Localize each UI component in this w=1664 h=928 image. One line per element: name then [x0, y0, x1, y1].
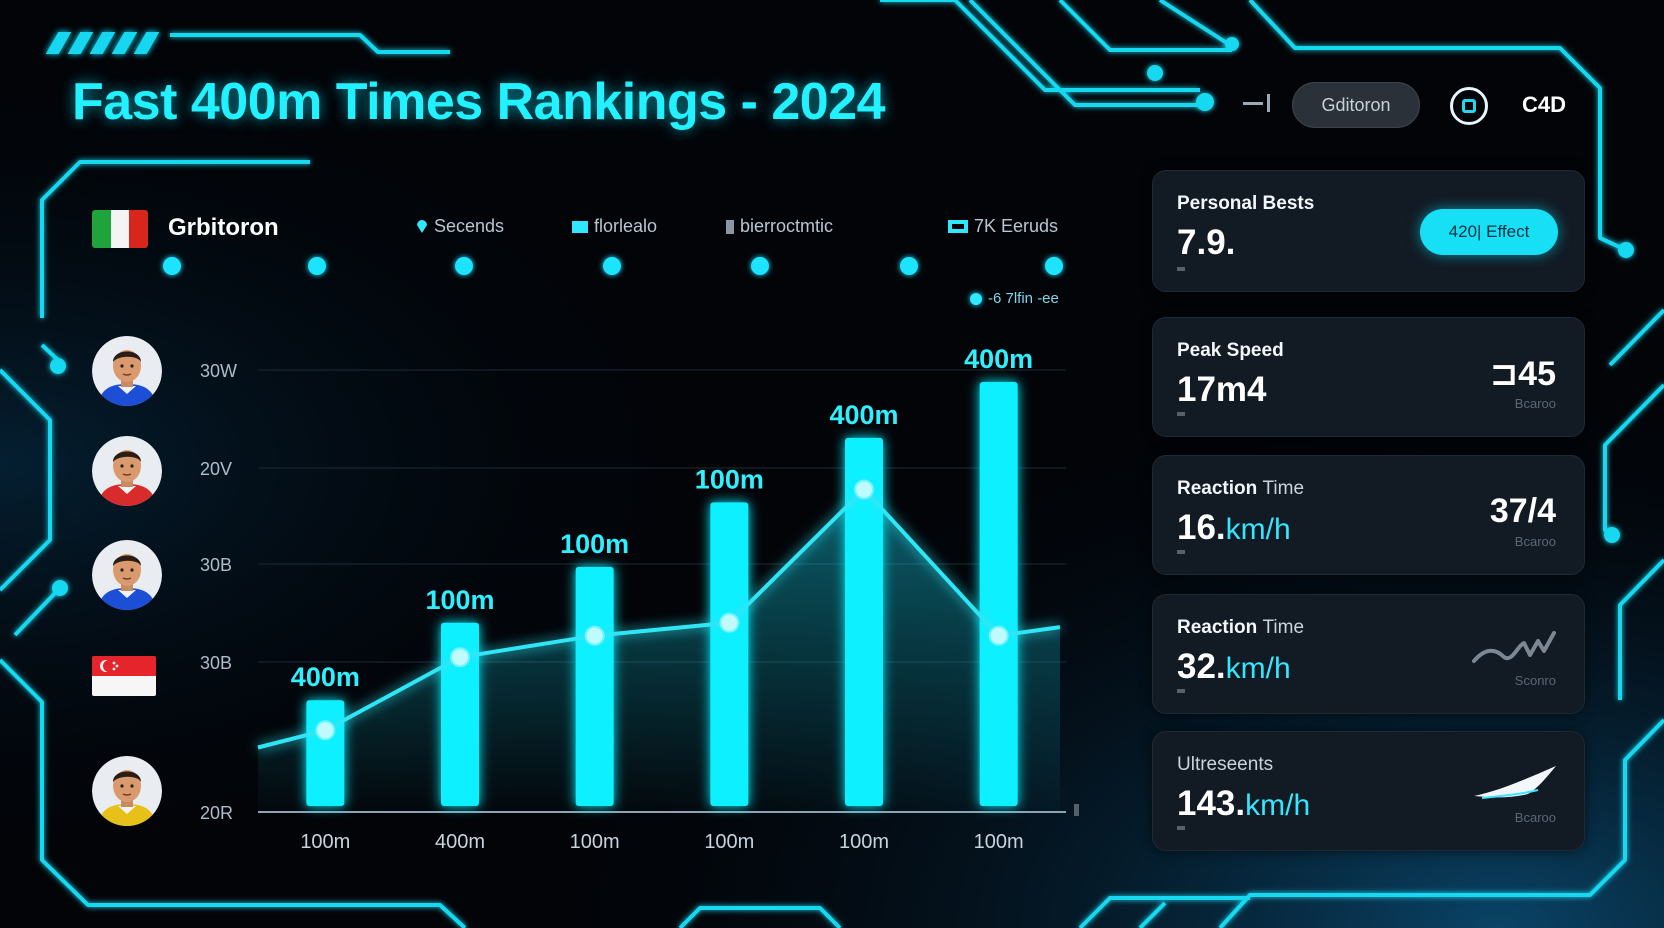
bar-label: 400m: [291, 662, 360, 692]
legend-label: florlealo: [594, 216, 658, 236]
card-reaction-time-1: Reaction Time 16.km/h 37/4 Bcaroo: [1152, 455, 1585, 575]
chart-subnote: -6 7lfin -ee: [970, 290, 1059, 307]
share-icon[interactable]: [1450, 87, 1488, 125]
page-title: Fast 400m Times Rankings - 2024: [72, 73, 886, 131]
athlete-avatar-2[interactable]: [92, 436, 162, 506]
bar-label: 100m: [425, 585, 494, 615]
card-tick: [1177, 267, 1185, 271]
legend-item-secends: Secends: [416, 216, 504, 237]
legend-label: Secends: [434, 216, 505, 236]
bar-label: 400m: [829, 400, 898, 430]
card-personal-bests: Personal Bests 7.9. 420| Effect: [1152, 170, 1585, 292]
avatar-image: [92, 756, 162, 826]
rect-icon: [948, 220, 968, 233]
italy-flag: [92, 210, 148, 248]
x-tick-label: 100m: [300, 831, 350, 853]
effect-button[interactable]: 420| Effect: [1420, 209, 1558, 255]
card-ultreseents: Ultreseents 143.km/h Bcaroo: [1152, 731, 1585, 851]
axis-end-mark: [1074, 804, 1079, 816]
x-tick-label: 400m: [435, 831, 485, 853]
line-area: [258, 489, 1060, 812]
athlete-avatar-5[interactable]: [92, 756, 162, 826]
singapore-flag: [92, 656, 156, 696]
card-caption: Sconro: [1514, 673, 1556, 688]
line-point: [719, 612, 740, 633]
bar: [710, 502, 749, 806]
bar: [979, 382, 1018, 806]
card-label: Reaction Time: [1177, 617, 1305, 638]
line-point: [988, 625, 1009, 646]
y-tick-label: 30B: [200, 653, 232, 673]
square-icon: [572, 220, 588, 233]
legend-item-bierroctmtic: bierroctmtic: [726, 216, 833, 237]
avatar-image: [92, 336, 162, 406]
bar: [575, 566, 614, 806]
bar-label: 400m: [964, 344, 1033, 374]
card-label: Reaction Time: [1177, 478, 1305, 499]
card-caption: Bcaroo: [1514, 396, 1556, 411]
avatar-image: [92, 540, 162, 610]
bar: [306, 700, 345, 806]
card-peak-speed: Peak Speed 17m4 ⊐45 Bcaroo: [1152, 317, 1585, 437]
card-value: 17m4: [1177, 370, 1267, 409]
bar: [845, 437, 883, 806]
athlete-avatar-1[interactable]: [92, 336, 162, 406]
card-tick: [1177, 826, 1185, 830]
y-tick-label: 30B: [200, 555, 232, 575]
card-caption: Bcaroo: [1514, 534, 1556, 549]
profile-pill-button[interactable]: Gditoron: [1292, 82, 1420, 128]
x-tick-label: 100m: [570, 831, 620, 853]
y-tick-label: 20V: [200, 459, 232, 479]
y-tick-label: 30W: [200, 361, 237, 381]
line-point: [315, 720, 336, 741]
bar-icon: [726, 219, 734, 234]
athlete-avatar-3[interactable]: [92, 540, 162, 610]
collapse-icon[interactable]: [1243, 92, 1271, 114]
avatar-image: [92, 436, 162, 506]
legend-label: 7K Eeruds: [974, 216, 1059, 236]
card-caption: Bcaroo: [1514, 810, 1556, 825]
bar-label: 100m: [695, 464, 764, 494]
legend-label: bierroctmtic: [740, 216, 834, 236]
chart-brand-title: Grbitoron: [168, 214, 279, 241]
card-tick: [1177, 689, 1185, 693]
line-point: [854, 479, 874, 500]
card-label: Personal Bests: [1177, 193, 1315, 214]
pin-icon: [417, 219, 427, 233]
card-stat: 37/4: [1489, 492, 1556, 530]
card-label: Peak Speed: [1177, 340, 1284, 361]
legend-item-florlealo: florlealo: [572, 216, 657, 237]
sparkline-icon: [1472, 631, 1556, 663]
x-tick-label: 100m: [839, 831, 889, 853]
bar-line-chart: 30W 20V 30B 30B 20R 400m 100m 100m 400m 100m 100m 1…: [200, 344, 1079, 853]
bar-label: 100m: [560, 529, 629, 559]
card-label: Ultreseents: [1177, 754, 1274, 775]
card-stat: ⊐45: [1489, 355, 1556, 393]
line-point: [584, 625, 605, 646]
card-value: 16.km/h: [1177, 508, 1291, 547]
y-tick-label: 20R: [200, 803, 233, 823]
legend-item-7k-eeruds: 7K Eeruds: [948, 216, 1058, 237]
series-line: [257, 487, 1061, 750]
card-tick: [1177, 412, 1185, 416]
line-point: [450, 647, 470, 668]
card-tick: [1177, 550, 1185, 554]
x-tick-label: 100m: [974, 831, 1024, 853]
card-value: 32.km/h: [1177, 647, 1291, 686]
wing-icon: [1474, 766, 1556, 799]
x-tick-label: 100m: [704, 831, 754, 853]
card-value: 7.9.: [1177, 223, 1236, 262]
subnote-text: -6 7lfin -ee: [988, 290, 1059, 307]
card-value: 143.km/h: [1177, 784, 1311, 823]
bar: [441, 622, 479, 806]
card-reaction-time-2: Reaction Time 32.km/h Sconro: [1152, 594, 1585, 714]
c4d-label[interactable]: C4D: [1522, 92, 1567, 117]
dot-icon: [970, 292, 982, 305]
